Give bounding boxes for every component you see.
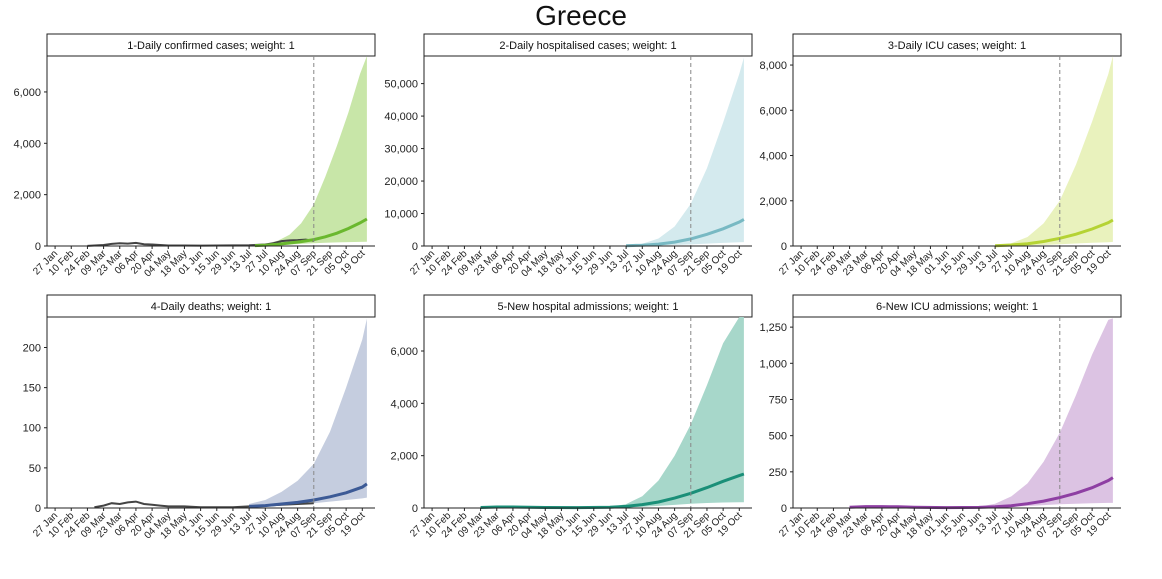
chart-panel-3: 3-Daily ICU cases; weight: 1 0 2,000 4,000 6… (759, 33, 1122, 279)
panel-title-box (423, 33, 753, 57)
y-tick-label: 4,000 (759, 151, 787, 163)
y-tick-label: 2,000 (13, 190, 41, 202)
median-line (849, 476, 1114, 510)
y-tick-label: 6,000 (759, 105, 787, 117)
uncertainty-band (254, 56, 367, 246)
panel-title: 5-New hospital admissions; weight: 1 (498, 301, 679, 313)
panel-title-box (792, 33, 1122, 57)
uncertainty-band (609, 317, 744, 508)
chart-panel-6: 6-New ICU admissions; weight: 1 0 250 500 75… (759, 294, 1122, 541)
uncertainty-band (626, 57, 744, 246)
chart-panel-2: 2-Daily hospitalised cases; weight: 1 0 10… (384, 33, 753, 279)
y-tick-label: 200 (23, 342, 41, 354)
panel-title: 3-Daily ICU cases; weight: 1 (888, 40, 1026, 52)
y-tick-label: 1,000 (759, 358, 787, 370)
chart-panel-5: 5-New hospital admissions; weight: 1 0 2,0… (390, 294, 753, 541)
uncertainty-band (995, 56, 1113, 246)
chart-panel-1: 1-Daily confirmed cases; weight: 1 0 2,000… (13, 33, 376, 279)
panel-title-box (423, 294, 753, 318)
y-tick-label: 50,000 (384, 79, 418, 91)
page-title: Greece (535, 0, 627, 31)
y-tick-label: 0 (35, 503, 41, 515)
y-tick-label: 50 (29, 463, 41, 475)
y-tick-label: 20,000 (384, 176, 418, 188)
panel-title: 1-Daily confirmed cases; weight: 1 (127, 40, 295, 52)
y-tick-label: 2,000 (390, 451, 418, 463)
y-tick-label: 30,000 (384, 144, 418, 156)
uncertainty-band (978, 318, 1113, 508)
y-tick-label: 750 (769, 394, 787, 406)
y-tick-label: 4,000 (390, 398, 418, 410)
y-tick-label: 500 (769, 431, 787, 443)
panel-title-box (46, 33, 376, 57)
panel-title-box (792, 294, 1122, 318)
chart-panel-4: 4-Daily deaths; weight: 105010015020027 … (23, 294, 376, 541)
y-tick-label: 0 (781, 503, 787, 515)
y-tick-label: 150 (23, 383, 41, 395)
y-tick-label: 4,000 (13, 138, 41, 150)
panel-title: 4-Daily deaths; weight: 1 (151, 301, 271, 313)
y-tick-label: 250 (769, 467, 787, 479)
y-tick-label: 8,000 (759, 60, 787, 72)
panel-title: 6-New ICU admissions; weight: 1 (876, 301, 1038, 313)
y-tick-label: 2,000 (759, 196, 787, 208)
uncertainty-band (249, 318, 367, 508)
median-line (480, 472, 745, 510)
panel-title-box (46, 294, 376, 318)
y-tick-label: 40,000 (384, 111, 418, 123)
y-tick-label: 0 (35, 241, 41, 253)
y-tick-label: 0 (412, 241, 418, 253)
y-tick-label: 6,000 (13, 87, 41, 99)
y-tick-label: 100 (23, 423, 41, 435)
y-tick-label: 1,250 (759, 322, 787, 334)
y-tick-label: 6,000 (390, 346, 418, 358)
y-tick-label: 0 (781, 241, 787, 253)
y-tick-label: 0 (412, 503, 418, 515)
panel-title: 2-Daily hospitalised cases; weight: 1 (499, 40, 676, 52)
y-tick-label: 10,000 (384, 209, 418, 221)
